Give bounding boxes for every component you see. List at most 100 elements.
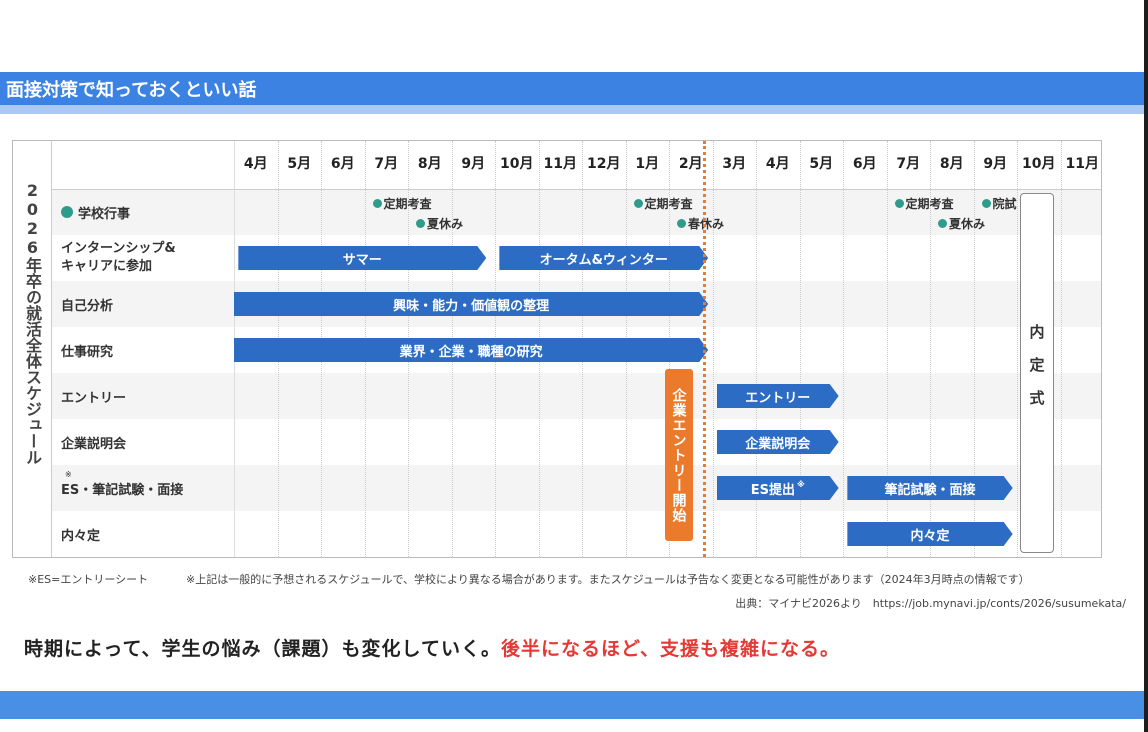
- month-header: 4月: [243, 156, 268, 172]
- month-header: 6月: [852, 156, 877, 172]
- month-header: 3月: [722, 156, 747, 172]
- month-header: 10月: [1022, 156, 1056, 172]
- row-label: 自己分析: [61, 281, 231, 327]
- bottom-bar: [0, 691, 1148, 719]
- bar-label: ES提出: [750, 482, 795, 498]
- row-label-text: 自己分析: [61, 298, 114, 314]
- row-label-text: エントリー: [61, 390, 127, 406]
- slide-title: 面接対策で知っておくといい話: [6, 80, 257, 101]
- school-event: 春休み: [677, 215, 724, 232]
- event-dot-icon: [416, 219, 425, 228]
- naitei-ceremony-box: 内定式: [1020, 193, 1054, 553]
- month-gridline: [973, 141, 975, 557]
- event-text: 定期考査: [644, 197, 693, 211]
- month-gridline: [843, 141, 844, 557]
- es-bar-note-mark: ※: [796, 479, 805, 489]
- row-label-text: 企業説明会: [61, 436, 127, 452]
- source-citation: 出典：マイナビ2026より https://job.mynavi.jp/cont…: [735, 597, 1126, 610]
- month-header: 11月: [1065, 156, 1099, 172]
- month-header: 4月: [765, 156, 790, 172]
- month-gridline: [756, 141, 757, 557]
- month-header: 9月: [461, 156, 486, 172]
- event-dot-icon: [372, 199, 382, 208]
- month-header: 6月: [330, 156, 355, 172]
- key-message: 時期によって、学生の悩み（課題）も変化していく。後半になるほど、支援も複雑になる…: [24, 634, 840, 661]
- month-header: 12月: [587, 156, 621, 172]
- event-text: 春休み: [688, 217, 725, 231]
- bar-label: 業界・企業・職種の研究: [399, 344, 543, 360]
- title-underline: [0, 105, 1148, 114]
- school-event-dot-icon: [61, 206, 73, 218]
- footnote-es: ※ES=エントリーシート: [28, 573, 149, 586]
- schedule-bar: 企業説明会: [717, 430, 839, 454]
- month-header: 7月: [896, 156, 921, 172]
- row-label-text: 学校行事: [78, 206, 131, 222]
- right-edge-border: [1144, 0, 1148, 732]
- event-dot-icon: [981, 199, 991, 208]
- month-header: 5月: [809, 156, 834, 172]
- month-header: 2月: [678, 156, 703, 172]
- month-gridline: [1060, 141, 1062, 557]
- event-text: 定期考査: [383, 197, 432, 211]
- month-header: 10月: [500, 156, 534, 172]
- row-label-text: 仕事研究: [61, 344, 114, 360]
- month-gridline: [1017, 141, 1018, 557]
- entry-start-box: 企業エントリー開始: [664, 369, 693, 541]
- event-dot-icon: [677, 219, 686, 228]
- message-red: 後半になるほど、支援も複雑になる。: [500, 638, 841, 660]
- bar-label: 筆記試験・面接: [884, 482, 976, 498]
- row-label: ※ ES・筆記試験・面接: [61, 465, 231, 511]
- schedule-bar: オータム&ウィンター: [499, 246, 708, 270]
- row-background: [51, 189, 1101, 235]
- row-label-wrap: ※ ES・筆記試験・面接: [61, 470, 184, 498]
- row-label: 内々定: [61, 511, 231, 557]
- row-label: 仕事研究: [61, 327, 231, 373]
- month-header: 5月: [287, 156, 312, 172]
- school-event: 夏休み: [938, 215, 985, 232]
- message-black: 時期によって、学生の悩み（課題）も変化していく。: [24, 638, 501, 660]
- month-header: 1月: [635, 156, 660, 172]
- side-column-divider: [51, 141, 52, 557]
- month-header: 11月: [543, 156, 577, 172]
- school-event: 定期考査: [372, 195, 432, 212]
- schedule-bar: ES提出 ※: [717, 476, 839, 500]
- month-header: 8月: [939, 156, 964, 172]
- footnote-disclaimer: ※上記は一般的に予想されるスケジュールで、学校により異なる場合があります。またス…: [186, 573, 1030, 586]
- event-text: 院試: [992, 197, 1017, 211]
- row-label-text: ES・筆記試験・面接: [61, 482, 184, 498]
- bar-label: 企業説明会: [745, 436, 811, 452]
- side-label: 2026年卒の就活全体スケジュール: [23, 181, 42, 465]
- schedule-bar: 興味・能力・価値観の整理: [234, 292, 708, 316]
- school-event: 院試: [981, 195, 1017, 212]
- schedule-bar: 業界・企業・職種の研究: [234, 338, 708, 362]
- row-label: インターンシップ& キャリアに参加: [61, 235, 231, 281]
- month-gridline: [930, 141, 931, 557]
- row-label: 学校行事: [61, 189, 231, 235]
- event-text: 夏休み: [949, 217, 986, 231]
- school-event: 夏休み: [416, 215, 463, 232]
- bar-label: 内々定: [910, 528, 950, 544]
- bar-label: オータム&ウィンター: [539, 252, 668, 268]
- month-header: 8月: [417, 156, 442, 172]
- event-dot-icon: [894, 199, 904, 208]
- schedule-bar: 内々定: [847, 522, 1012, 546]
- entry-start-dotted-line: [702, 141, 706, 557]
- event-text: 夏休み: [427, 217, 464, 231]
- bar-label: 興味・能力・価値観の整理: [393, 298, 550, 314]
- es-note-mark: ※: [65, 469, 72, 479]
- row-label-text: インターンシップ&: [61, 241, 176, 256]
- event-dot-icon: [938, 219, 947, 228]
- bar-label: サマー: [342, 252, 382, 268]
- title-bar: [0, 72, 1148, 105]
- row-label: エントリー: [61, 373, 231, 419]
- month-gridline: [712, 141, 714, 557]
- schedule-table: 4月 5月 6月 7月 8月 9月 10月 11月 12月 1月 2月 3月 4月 5月 6月 7月 8月 9月 1…: [12, 140, 1102, 558]
- schedule-bar: エントリー: [717, 384, 839, 408]
- school-event: 定期考査: [633, 195, 693, 212]
- school-event: 定期考査: [894, 195, 954, 212]
- header-divider: [51, 189, 1101, 190]
- month-header: 7月: [374, 156, 399, 172]
- schedule-bar: 筆記試験・面接: [847, 476, 1012, 500]
- event-dot-icon: [633, 199, 643, 208]
- month-header: 9月: [983, 156, 1008, 172]
